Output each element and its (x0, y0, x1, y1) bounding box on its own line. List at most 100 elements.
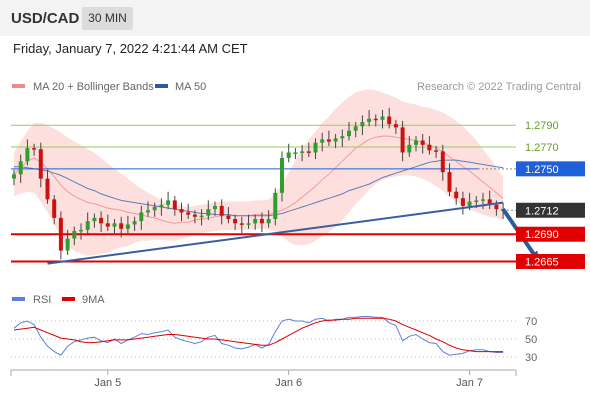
candle (186, 203, 191, 219)
candle-body (159, 204, 164, 207)
ma50-line (14, 159, 504, 217)
candle-body (92, 217, 97, 222)
9ma-legend-label: 9MA (82, 294, 105, 306)
price-tag-1-2750 (516, 161, 585, 177)
candle (226, 206, 231, 224)
rsi-series-9ma (13, 317, 504, 353)
candle (192, 210, 197, 224)
candle (166, 191, 171, 210)
candle (447, 163, 452, 197)
candle (353, 121, 358, 138)
candle-body (125, 224, 130, 229)
price-tag-1-2665 (516, 253, 585, 269)
price-tag-1-2712 (516, 202, 585, 218)
candle (400, 120, 405, 162)
candle-body (447, 172, 452, 192)
timeframe-badge[interactable]: 30 MIN (82, 7, 133, 30)
candle (72, 226, 77, 246)
candle (233, 214, 238, 230)
candle (179, 202, 184, 222)
candle (420, 133, 425, 154)
candle-body (166, 200, 171, 205)
candle-body (132, 221, 137, 225)
candle-body (340, 136, 345, 139)
candle (18, 154, 23, 184)
ma50-swatch (155, 84, 168, 88)
candle-body (253, 218, 258, 224)
candle (414, 136, 418, 152)
candle-body (239, 223, 244, 225)
bollinger-swatch (12, 84, 25, 88)
candle-body (414, 140, 418, 145)
price-label-1-2790: 1.2790 (525, 120, 559, 132)
candle (199, 209, 204, 226)
candle (326, 130, 331, 146)
candle (340, 129, 345, 148)
candle-body (172, 200, 177, 210)
candle-body (12, 174, 16, 179)
candle (92, 213, 97, 228)
candle-body (333, 138, 338, 142)
time-label-jan-6: Jan 6 (275, 377, 302, 389)
candle-body (139, 212, 144, 222)
rsi-panel: 70 50 30 (11, 316, 537, 364)
candle (320, 132, 325, 152)
candlesticks (12, 107, 506, 260)
candle-body (266, 218, 271, 224)
candle (25, 139, 30, 166)
candle-body (18, 161, 23, 175)
candle-body (152, 206, 157, 211)
candle-body (434, 150, 439, 152)
candle (373, 114, 378, 127)
candle-body (360, 121, 365, 127)
rsi-tick-30: 30 (525, 352, 537, 364)
candle (119, 216, 124, 238)
candle-body (45, 178, 50, 200)
candle (434, 145, 439, 158)
candle (259, 212, 264, 233)
rsi-tick-50: 50 (525, 334, 537, 346)
candle (112, 218, 117, 234)
legend-bollinger: MA 20 + Bollinger Bands (12, 81, 154, 93)
candle (45, 169, 50, 204)
candle-body (146, 210, 150, 213)
candle-body (313, 142, 318, 153)
candle (407, 136, 412, 157)
candle-body (280, 157, 284, 193)
candle-body (474, 200, 479, 202)
candle (454, 187, 459, 205)
candle (52, 194, 57, 225)
candle-body (373, 118, 378, 121)
candle (132, 216, 137, 231)
candle-body (460, 198, 465, 206)
candle-body (25, 148, 30, 162)
candle-body (481, 199, 485, 201)
rsi-swatch (12, 297, 25, 301)
bollinger-legend-label: MA 20 + Bollinger Bands (33, 81, 154, 93)
price-label-1-2712: 1.2712 (525, 205, 559, 217)
candle-body (32, 148, 37, 150)
candle (460, 191, 465, 215)
candle (280, 151, 284, 202)
candle-body (206, 209, 211, 216)
candle (360, 115, 365, 136)
candle (487, 190, 492, 210)
candle-body (400, 127, 405, 153)
price-label-1-2665: 1.2665 (525, 256, 559, 268)
candle-body (52, 199, 57, 218)
watermark: Research © 2022 Trading Central (417, 81, 581, 93)
candle (125, 215, 130, 234)
candle (286, 143, 291, 163)
candle (266, 210, 271, 228)
rsi-series-rsi (13, 316, 504, 356)
candle-body (259, 218, 264, 224)
candle (152, 202, 157, 217)
legend-9ma: 9MA (62, 294, 105, 306)
candle-body (300, 151, 305, 153)
candle (99, 211, 104, 233)
price-tag-1-2690 (516, 226, 585, 242)
candle (105, 214, 110, 231)
candle (300, 144, 305, 162)
candle (380, 109, 385, 129)
